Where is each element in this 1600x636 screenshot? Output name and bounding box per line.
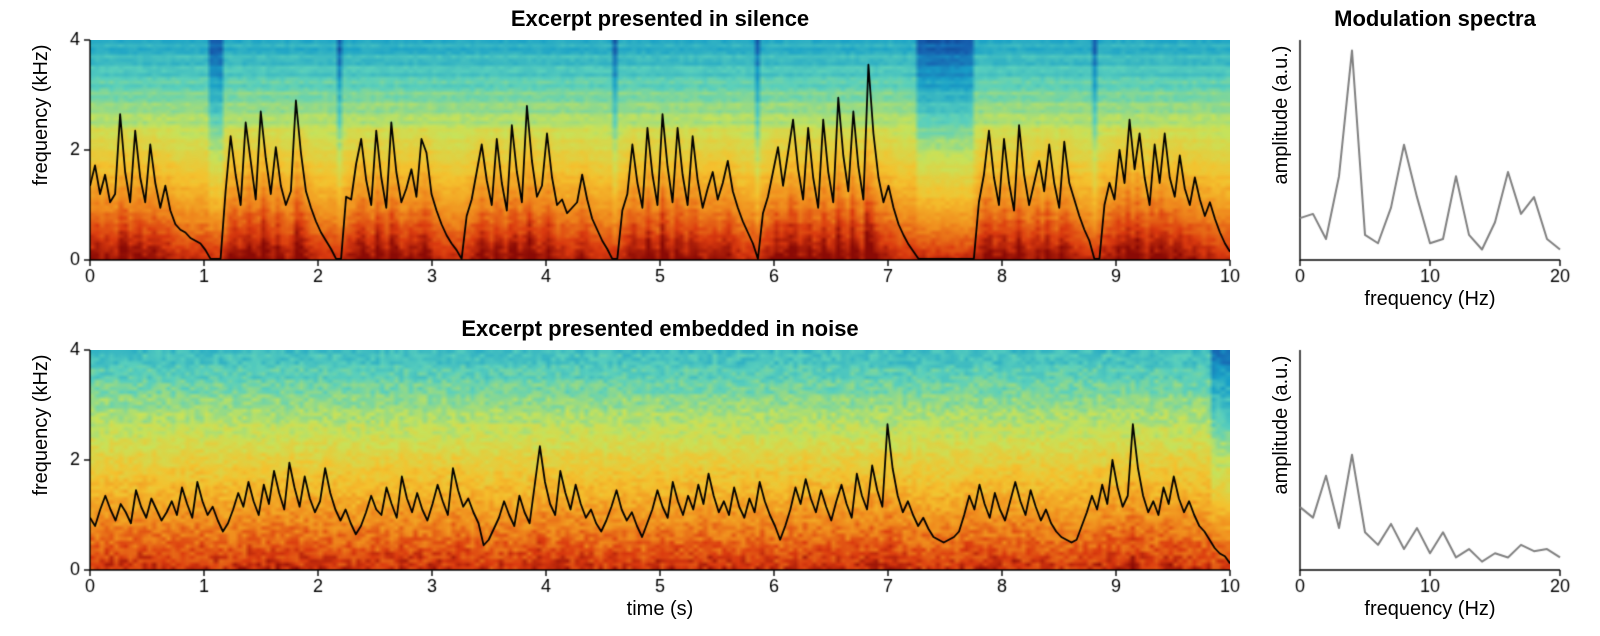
modulation-spectrum-noise	[1280, 330, 1600, 610]
spectrogram-noise-axes	[50, 330, 1270, 610]
spectrogram-silence-axes	[50, 20, 1270, 300]
modulation-spectrum-silence	[1280, 20, 1600, 300]
figure-root: Excerpt presented in silence Excerpt pre…	[0, 0, 1600, 636]
